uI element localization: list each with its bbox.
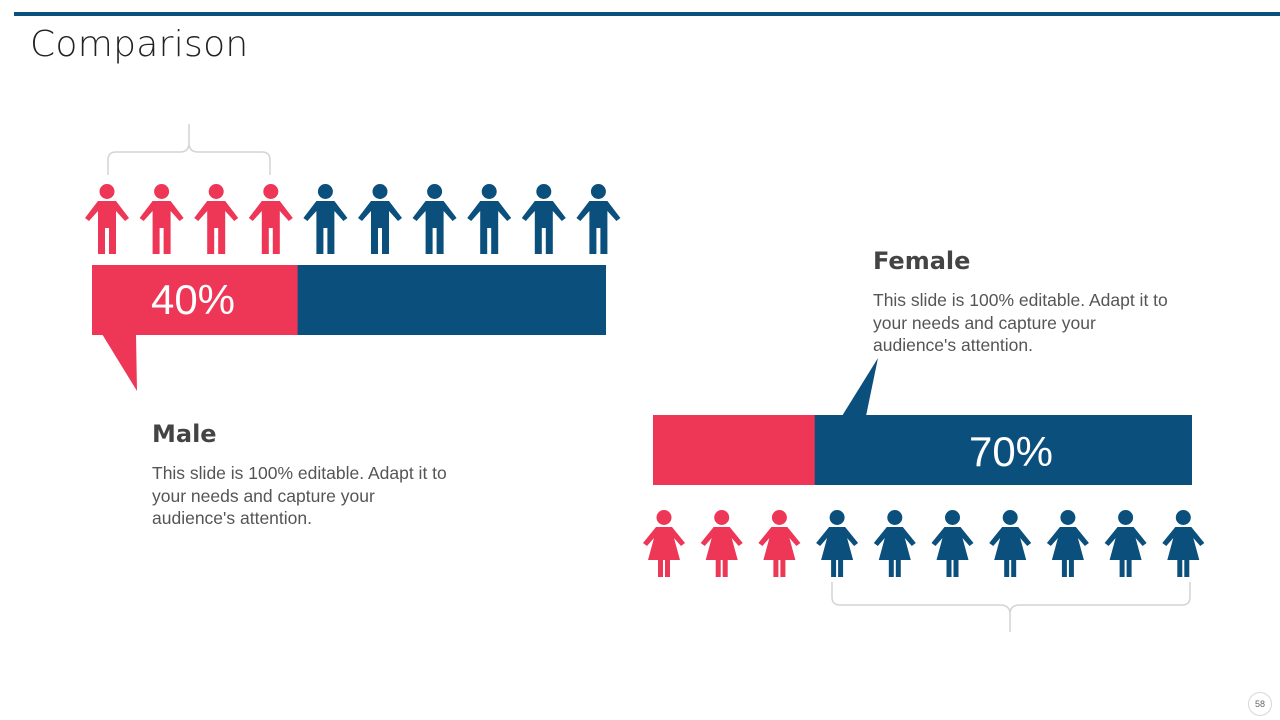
male-callout-pointer (102, 334, 137, 391)
male-person-icon (194, 184, 239, 254)
female-percent-label: 70% (969, 428, 1053, 475)
female-person-icon (1104, 510, 1147, 577)
male-bracket (107, 124, 271, 175)
male-heading: Male (152, 420, 217, 448)
female-description: This slide is 100% editable. Adapt it to… (873, 290, 1168, 355)
top-accent-bar (14, 12, 1280, 16)
male-icon-row (85, 184, 621, 254)
page-number: 58 (1248, 692, 1272, 716)
female-icon-row (643, 510, 1205, 577)
female-person-icon (643, 510, 685, 577)
male-person-icon (576, 184, 621, 254)
female-person-icon (1162, 510, 1205, 577)
male-person-icon (521, 184, 566, 254)
female-person-icon (700, 510, 743, 577)
page-title: Comparison (30, 24, 249, 65)
male-person-icon (248, 184, 293, 254)
female-person-icon (816, 510, 859, 577)
male-description: This slide is 100% editable. Adapt it to… (152, 463, 447, 528)
male-person-icon (358, 184, 402, 254)
female-person-icon (989, 510, 1032, 577)
male-person-icon (412, 184, 457, 254)
female-person-icon (758, 510, 801, 577)
female-bar-highlight (653, 415, 815, 485)
female-person-icon (873, 510, 916, 577)
female-callout-pointer (842, 358, 878, 416)
female-heading: Female (873, 247, 971, 275)
female-person-icon (1046, 510, 1089, 577)
male-person-icon (85, 184, 129, 254)
male-person-icon (139, 184, 184, 254)
male-percent-label: 40% (151, 276, 235, 323)
male-bar-highlight (92, 265, 298, 335)
male-person-icon (303, 184, 348, 254)
female-bracket (831, 582, 1191, 632)
female-person-icon (931, 510, 974, 577)
male-person-icon (467, 184, 512, 254)
